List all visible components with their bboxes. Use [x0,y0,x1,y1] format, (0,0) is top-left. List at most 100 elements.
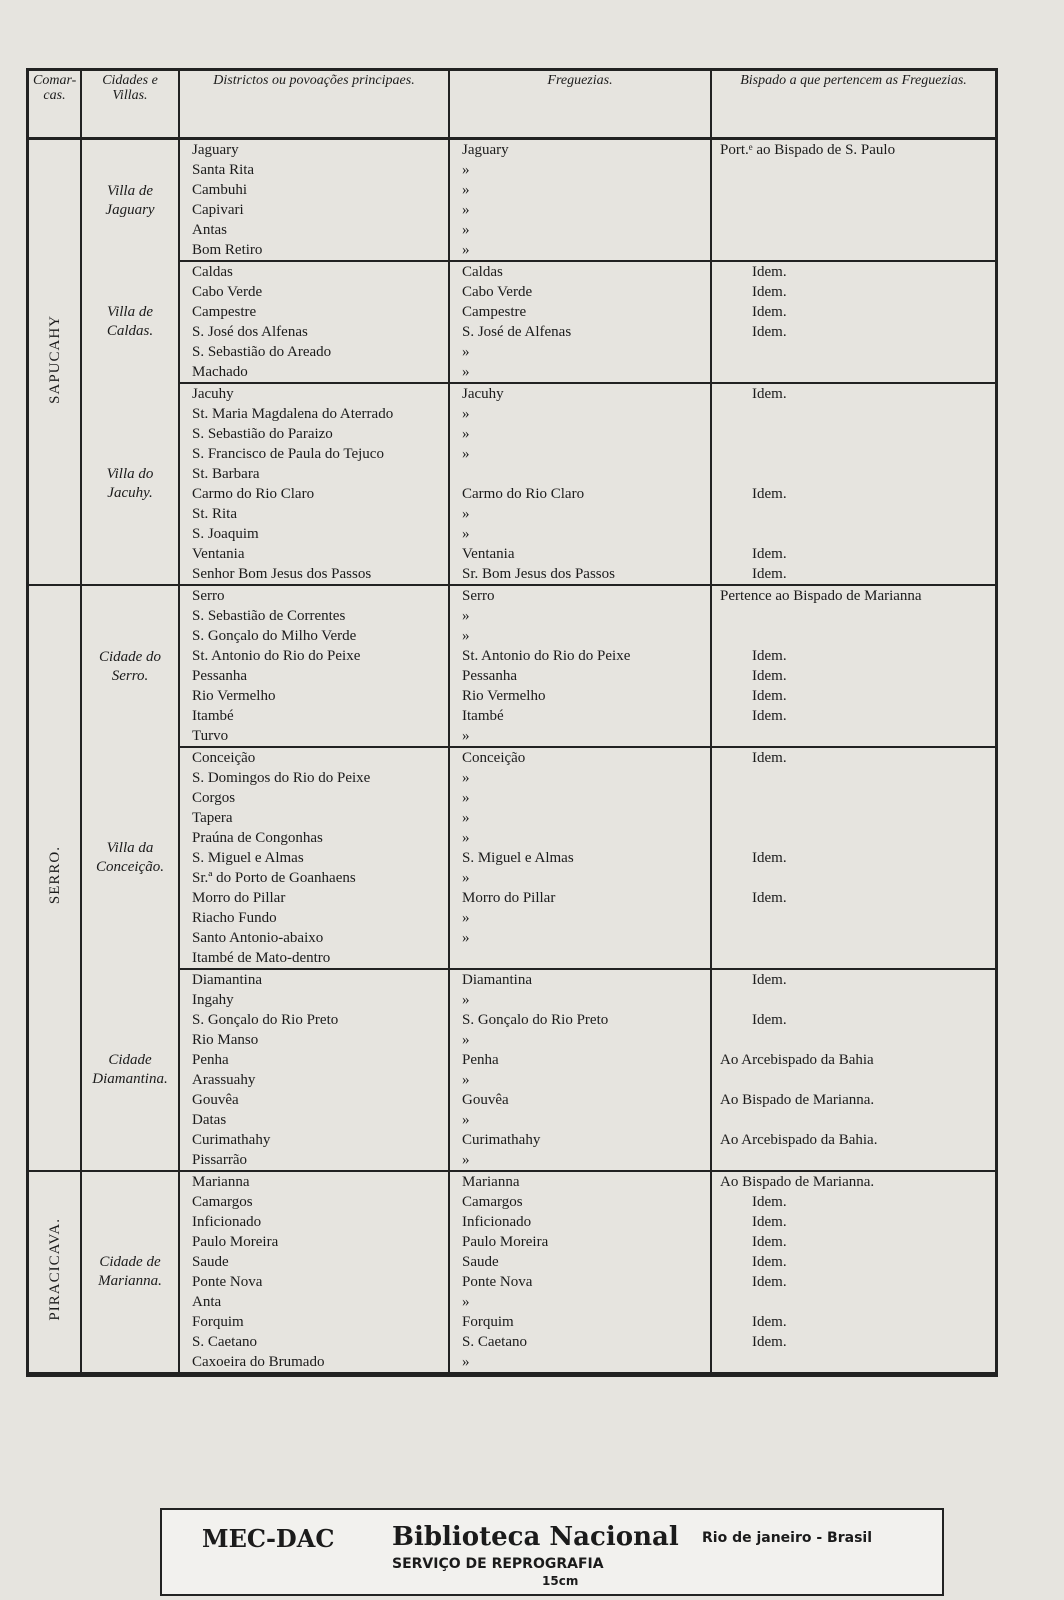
freguezia: Curimathahy [449,1130,712,1150]
bispado-empty [711,444,995,464]
header-cell: Comar-cas. [29,71,82,140]
freguezia: » [449,504,712,524]
bispado-empty [711,1292,995,1312]
district: Itambé de Mato-dentro [179,948,450,969]
freguezia: » [449,768,712,788]
freguezia: Jacuhy [449,382,712,404]
district: Praúna de Congonhas [179,828,450,848]
stamp-org: MEC-DAC [202,1524,335,1553]
freguezia-empty [449,464,712,484]
bispado-empty [711,504,995,524]
bispado: Idem. [711,260,995,282]
bispado: Idem. [752,1254,787,1270]
table-row: S. Sebastião de Correntes» [29,606,995,626]
table-row: Capivari» [29,200,995,220]
district: Camargos [179,1192,450,1212]
table-row: Antas» [29,220,995,240]
bispado: Idem. [752,546,787,562]
freguezia: » [449,160,712,180]
table-row: Santo Antonio-abaixo» [29,928,995,948]
villa-name: Cidade do Serro. [81,584,180,747]
table-row: Riacho Fundo» [29,908,995,928]
villa-name: Villa de Jaguary [81,137,180,261]
freguezia: Marianna [449,1170,712,1192]
header-cell: Bispado a que pertencem as Freguezias. [711,71,995,140]
bispado-empty [711,948,995,969]
freguezia: Ventania [449,544,712,564]
freguezia: Caldas [449,260,712,282]
district: Senhor Bom Jesus dos Passos [179,564,450,585]
bispado: Idem. [752,1214,787,1230]
bispado-empty [711,908,995,928]
table-row: Caxoeira do Brumado» [29,1352,995,1372]
district: Bom Retiro [179,240,450,261]
bispado: Ao Bispado de Marianna. [720,1092,875,1108]
bispado: Idem. [752,668,787,684]
table-row: Turvo» [29,726,995,747]
table-row: Corgos» [29,788,995,808]
comarca-cell: PIRACICAVA. [29,1170,82,1372]
freguezia: » [449,424,712,444]
district: S. Sebastião do Areado [179,342,450,362]
freguezia: Forquim [449,1312,712,1332]
bispado: Idem. [752,648,787,664]
bispado: Idem. [752,688,787,704]
table-row: S. Miguel e Almas S. Miguel e Almas Idem. [29,848,995,868]
table-body: SAPUCAHY Villa de Jaguary Jaguary Jaguary Po… [29,137,995,1372]
table-row: Villa do Jacuhy. Jacuhy Jacuhy Idem. [29,382,995,585]
freguezia: Inficionado [449,1212,712,1232]
bispado: Idem. [752,566,787,582]
district: Forquim [179,1312,450,1332]
freguezia: S. Miguel e Almas [449,848,712,868]
table-row: Saude Saude Idem. [29,1252,995,1272]
table-row: Datas» [29,1110,995,1130]
district: Campestre [179,302,450,322]
freguezia: Sr. Bom Jesus dos Passos [449,564,712,585]
freguezia: » [449,1150,712,1171]
district: St. Rita [179,504,450,524]
bispado: Idem. [752,486,787,502]
villa-name: Cidade de Marianna. [81,1170,180,1372]
freguezia: » [449,928,712,948]
bispado-empty [711,342,995,362]
district: Anta [179,1292,450,1312]
villa-name: Cidade Diamantina. [81,969,180,1171]
freguezia: Penha [449,1050,712,1070]
district: Caxoeira do Brumado [179,1352,450,1372]
district: S. José dos Alfenas [179,322,450,342]
freguezia: St. Antonio do Rio do Peixe [449,646,712,666]
freguezia: » [449,220,712,240]
table-row: Anta» [29,1292,995,1312]
freguezia: Ponte Nova [449,1272,712,1292]
district: Pessanha [179,666,450,686]
table-row: S. Sebastião do Areado» [29,342,995,362]
table-row: S. Gonçalo do Milho Verde» [29,626,995,646]
table-row: Itambé Itambé Idem. [29,706,995,726]
freguezia: Pessanha [449,666,712,686]
library-stamp: MEC-DAC Biblioteca Nacional Rio de janei… [160,1508,944,1596]
bispado-empty [711,928,995,948]
freguezia: Paulo Moreira [449,1232,712,1252]
district: Inficionado [179,1212,450,1232]
freguezia: » [449,342,712,362]
table-row: Penha Penha Ao Arcebispado da Bahia [29,1050,995,1070]
bispado-empty [711,828,995,848]
table-row: Ponte Nova Ponte Nova Idem. [29,1272,995,1292]
freguezia: Morro do Pillar [449,888,712,908]
freguezia: Itambé [449,706,712,726]
freguezia: » [449,726,712,747]
district: Datas [179,1110,450,1130]
table-row: S. Gonçalo do Rio Preto S. Gonçalo do Rio… [29,1010,995,1030]
table-row: St. Antonio do Rio do Peixe St. Antonio d… [29,646,995,666]
villa-name: Villa de Caldas. [81,261,180,383]
table-row: Morro do Pillar Morro do Pillar Idem. [29,888,995,908]
table-row: Pissarrão» [29,1150,995,1171]
district: Sr.ª do Porto de Goanhaens [179,868,450,888]
district: S. Joaquim [179,524,450,544]
district: S. Domingos do Rio do Peixe [179,768,450,788]
district: Ingahy [179,990,450,1010]
freguezia: S. José de Alfenas [449,322,712,342]
freguezia: Campestre [449,302,712,322]
table-row: S. Domingos do Rio do Peixe» [29,768,995,788]
bispado-empty [711,160,995,180]
